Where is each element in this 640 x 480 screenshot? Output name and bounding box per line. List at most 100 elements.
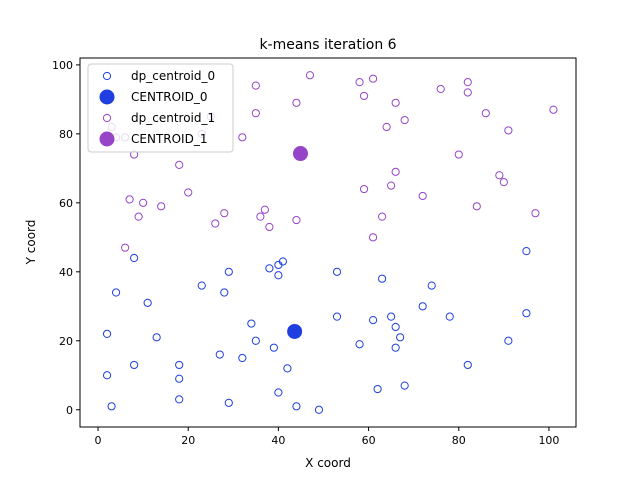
dp-centroid-1-point [472,202,481,211]
dp-centroid-0-point [102,329,112,338]
dp-centroid-1-point [400,115,409,125]
dp-centroid-0-point [269,343,278,352]
dp-centroid-0-point [224,398,233,407]
dp-centroid-1-point [495,171,504,180]
dp-centroid-1-point [549,105,558,114]
dp-centroid-0-point [130,360,139,370]
dp-centroid-0-point [175,374,184,383]
dp-centroid-0-point [378,274,387,283]
dp-centroid-0-point [143,298,152,307]
x-axis-ticks: 0 20 40 60 80 100 [95,427,559,447]
dp-centroid-0-point [175,395,184,404]
dp-centroid-0-point [373,384,382,394]
dp-centroid-1-point [454,150,463,159]
dp-centroid-0-point [463,360,472,370]
dp-centroid-1-point [251,81,260,90]
dp-centroid-1-point [305,71,315,80]
dp-centroid-1-point [504,126,513,135]
dp-centroid-1-point [211,219,220,228]
dp-centroid-0-point [102,371,112,380]
y-tick-label: 100 [52,59,73,72]
dp-centroid-1-point [481,109,490,118]
dp-centroid-0-point [247,319,256,328]
dp-centroid-1-legend-marker [102,113,112,123]
x-tick-label: 80 [452,434,466,447]
legend-label-dp-centroid-0: dp_centroid_0 [131,69,215,83]
data-points-layer [102,71,558,414]
dp-centroid-0-point [387,312,396,321]
y-tick-label: 0 [66,404,73,417]
dp-centroid-1-point [265,222,274,232]
centroid-0-point [287,323,303,339]
legend: dp_centroid_0 CENTROID_0 dp_centroid_1 CENT… [87,63,234,153]
dp-centroid-0-point [175,360,184,370]
dp-centroid-1-point [157,202,166,211]
dp-centroid-1-point [359,184,369,194]
dp-centroid-1-point [436,84,445,94]
dp-centroid-0-point [265,264,274,273]
dp-centroid-0-legend-marker [102,71,112,81]
dp-centroid-0-point [391,343,400,352]
dp-centroid-1-point [251,109,260,118]
x-tick-label: 20 [181,434,195,447]
dp-centroid-1-point [125,195,134,204]
dp-centroid-0-point [283,364,292,373]
legend-label-centroid-0: CENTROID_0 [131,90,207,104]
x-tick-label: 0 [95,434,102,447]
dp-centroid-1-point [260,205,269,214]
plot-frame [79,57,577,428]
dp-centroid-1-point [378,212,387,221]
dp-centroid-0-point [522,309,531,318]
dp-centroid-0-point [238,353,247,363]
dp-centroid-1-point [256,212,265,221]
dp-centroid-0-point [215,350,224,359]
dp-centroid-0-point [396,333,405,342]
dp-centroid-0-point [220,288,229,297]
dp-centroid-1-point [355,78,364,87]
dp-centroid-0-point [445,312,454,321]
dp-centroid-1-point [499,178,508,187]
dp-centroid-1-point [359,91,369,101]
dp-centroid-1-point [531,209,540,218]
y-axis-label: Y coord [24,220,38,266]
dp-centroid-1-point [184,188,193,197]
dp-centroid-1-point [120,243,130,252]
dp-centroid-0-point [224,267,233,276]
dp-centroid-0-point [292,402,301,411]
dp-centroid-0-point [504,336,513,345]
dp-centroid-0-point [368,315,378,325]
x-axis-label: X coord [305,456,351,470]
dp-centroid-0-point [355,340,364,349]
dp-centroid-1-point [463,88,472,97]
dp-centroid-0-point [251,336,260,345]
centroid-1-point [292,146,308,162]
x-tick-label: 60 [362,434,376,447]
dp-centroid-0-point [418,302,427,311]
dp-centroid-0-point [197,281,206,290]
dp-centroid-1-point [238,133,247,142]
dp-centroid-1-point [387,181,396,190]
legend-box [87,63,234,153]
x-tick-label: 100 [538,434,559,447]
legend-label-dp-centroid-1: dp_centroid_1 [131,111,215,125]
dp-centroid-1-point [134,212,143,221]
dp-centroid-0-point [332,312,342,321]
dp-centroid-0-point [427,281,436,290]
dp-centroid-1-point [292,98,301,107]
dp-centroid-0-point [400,381,409,390]
dp-centroid-1-point [175,160,184,170]
dp-centroid-0-point [391,322,400,332]
centroid-1-legend-marker [99,131,115,147]
dp-centroid-1-point [368,74,378,83]
dp-centroid-0-point [274,388,283,397]
y-tick-label: 60 [59,197,73,210]
dp-centroid-0-point [522,247,531,256]
y-tick-label: 40 [59,266,73,279]
dp-centroid-1-point [292,215,301,225]
dp-centroid-0-point [278,257,288,266]
x-tick-label: 40 [271,434,285,447]
y-axis-ticks: 0 20 40 60 80 100 [52,59,80,417]
centroid-0-legend-marker [99,89,115,105]
legend-label-centroid-1: CENTROID_1 [131,132,207,146]
